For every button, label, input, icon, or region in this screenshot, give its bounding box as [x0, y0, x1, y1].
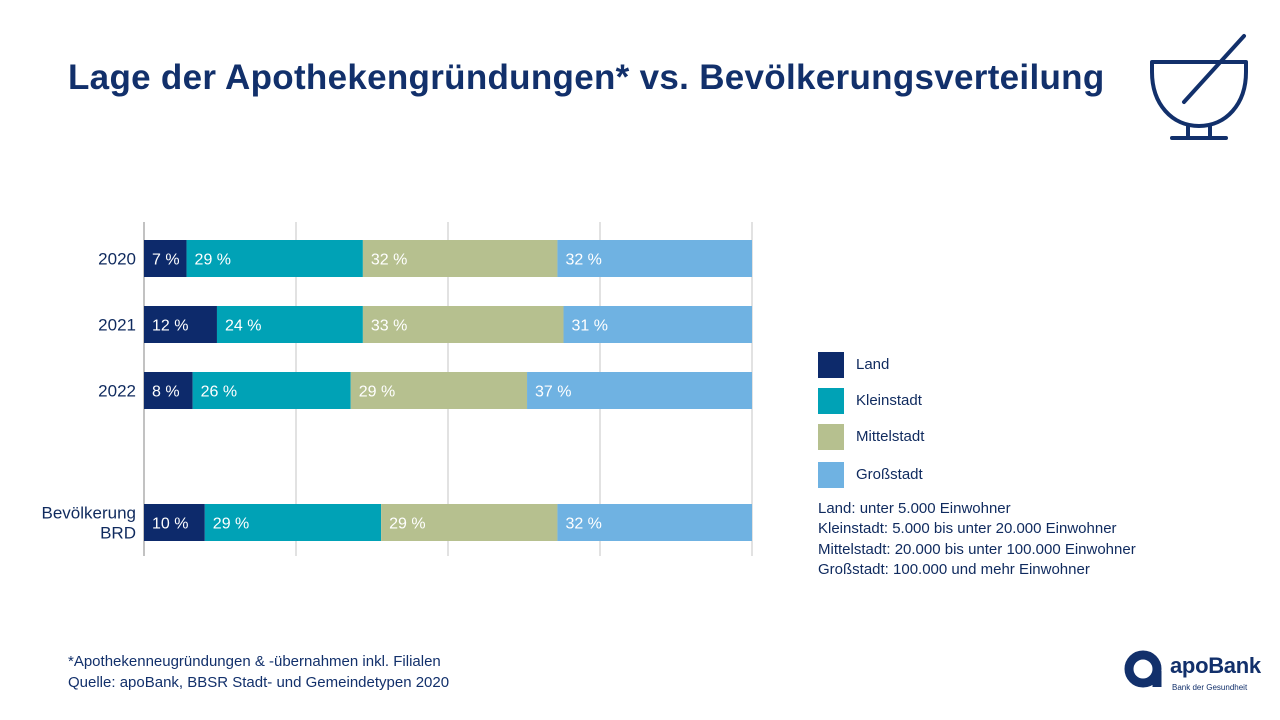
data-label: 29 % [359, 384, 395, 401]
category-label: 2022 [98, 382, 136, 401]
category-label-line: 2021 [98, 316, 136, 335]
stacked-bar-chart: 7 % 29 % 32 % 32 % 2020 12 % 24 % 33 % 31 % 2021 8… [41, 222, 753, 556]
data-label: 24 % [225, 318, 261, 335]
data-label: 37 % [535, 384, 571, 401]
footnote: *Apothekenneugründungen & -übernahmen in… [68, 652, 449, 693]
legend-swatch-mittelstadt [818, 424, 844, 450]
legend-swatch-land [818, 352, 844, 378]
bar-segment-mittelstadt [362, 306, 564, 343]
category-definitions: Land: unter 5.000 Einwohner Kleinstadt: … [818, 499, 1136, 580]
data-label: 8 % [152, 384, 180, 401]
definition-mittelstadt: Mittelstadt: 20.000 bis unter 100.000 Ei… [818, 540, 1136, 558]
data-label: 7 % [152, 252, 180, 269]
bar-segment-kleinstadt [204, 504, 382, 541]
legend-item-land: Land [818, 352, 1018, 380]
bar-segment-mittelstadt [350, 372, 528, 409]
apobank-logo-mark-icon [1124, 650, 1162, 688]
category-label-line: BRD [100, 524, 136, 543]
bar-segment-land [144, 306, 217, 343]
bar-segment-kleinstadt [192, 372, 351, 409]
bar-segment-großstadt [557, 504, 752, 541]
legend-item-kleinstadt: Kleinstadt [818, 388, 1018, 416]
category-label-line: 2020 [98, 250, 136, 269]
data-label: 29 % [389, 516, 425, 533]
logo-tagline: Bank der Gesundheit [1172, 683, 1248, 692]
bar-segment-kleinstadt [186, 240, 363, 277]
data-label: 32 % [371, 252, 407, 269]
category-label: Bevölkerung BRD [41, 504, 136, 543]
bar-segment-kleinstadt [216, 306, 363, 343]
legend-label-mittelstadt: Mittelstadt [856, 428, 925, 445]
data-label: 32 % [565, 516, 601, 533]
data-label: 29 % [195, 252, 231, 269]
data-label: 31 % [572, 318, 608, 335]
bar-segment-großstadt [557, 240, 752, 277]
category-label-line: Bevölkerung [41, 504, 136, 523]
mortar-and-pestle-icon [1150, 34, 1248, 140]
logo-name: apoBank [1170, 653, 1261, 678]
bar-segment-großstadt [527, 372, 752, 409]
legend-item-mittelstadt: Mittelstadt [818, 424, 1018, 452]
bar-segment-mittelstadt [381, 504, 558, 541]
definition-kleinstadt: Kleinstadt: 5.000 bis unter 20.000 Einwo… [818, 520, 1117, 538]
source-line: Quelle: apoBank, BBSR Stadt- und Gemeind… [68, 673, 450, 691]
data-label: 10 % [152, 516, 188, 533]
footnote-line: *Apothekenneugründungen & -übernahmen in… [68, 653, 441, 670]
legend-label-land: Land [856, 356, 890, 373]
bar-segment-mittelstadt [362, 240, 558, 277]
category-label-line: 2022 [98, 382, 136, 401]
category-label: 2021 [98, 316, 136, 335]
legend-item-grossstadt: Großstadt [818, 462, 1018, 490]
legend-label-kleinstadt: Kleinstadt [856, 392, 922, 409]
bar-segment-land [144, 240, 187, 277]
data-label: 26 % [201, 384, 237, 401]
legend-swatch-grossstadt [818, 462, 844, 488]
data-label: 33 % [371, 318, 407, 335]
definition-land: Land: unter 5.000 Einwohner [818, 500, 1011, 517]
page-title: Lage der Apothekengründungen* vs. Bevölk… [68, 58, 1105, 97]
legend-swatch-kleinstadt [818, 388, 844, 414]
category-label: 2020 [98, 250, 136, 269]
data-label: 32 % [565, 252, 601, 269]
apobank-logo: apoBank Bank der Gesundheit [1123, 647, 1263, 697]
data-label: 29 % [213, 516, 249, 533]
bar-segment-großstadt [563, 306, 752, 343]
data-label: 12 % [152, 318, 188, 335]
bar-segment-land [144, 372, 193, 409]
legend-label-grossstadt: Großstadt [856, 466, 923, 483]
definition-grossstadt: Großstadt: 100.000 und mehr Einwohner [818, 560, 1090, 578]
bar-segment-land [144, 504, 205, 541]
